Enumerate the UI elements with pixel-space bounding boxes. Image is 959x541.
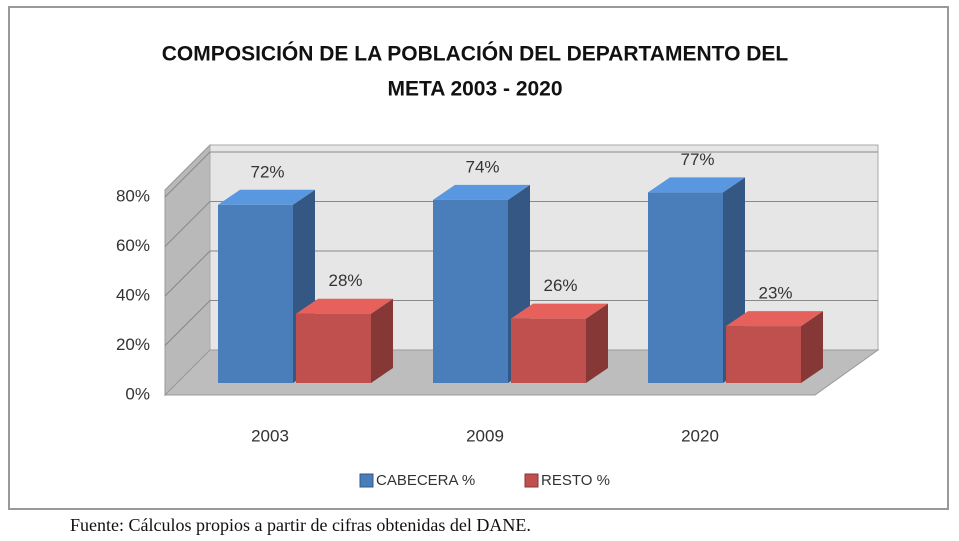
data-label: 26% [543,276,577,295]
bar [726,326,801,383]
bar-side [586,303,608,383]
legend-label: RESTO % [541,472,610,489]
bar [296,313,371,383]
data-label: 77% [680,150,714,169]
y-tick-label: 60% [116,236,150,255]
data-label: 72% [250,162,284,181]
bar-top [648,177,745,193]
legend-swatch [524,473,539,488]
data-label: 23% [758,284,792,303]
bar [433,199,508,383]
source-note: Fuente: Cálculos propios a partir de cif… [70,515,531,535]
bar-top [296,298,393,314]
chart-title: COMPOSICIÓN DE LA POBLACIÓN DEL DEPARTAM… [162,42,789,66]
bar-top [511,303,608,319]
bar [648,192,723,383]
y-tick-label: 40% [116,285,150,304]
chart-title: META 2003 - 2020 [387,78,562,101]
bar [511,318,586,383]
grid-line [164,151,878,198]
x-tick-label: 2003 [251,426,289,445]
bar-top [218,189,315,205]
bar-side [371,298,393,383]
y-tick-label: 0% [125,384,150,403]
y-tick-label: 20% [116,335,150,354]
x-tick-label: 2009 [466,426,504,445]
x-tick-label: 2020 [681,426,719,445]
bar-top [433,184,530,200]
data-label: 74% [465,157,499,176]
legend-swatch [359,473,374,488]
legend-label: CABECERA % [376,472,475,489]
y-tick-label: 80% [116,186,150,205]
bar-top [726,311,823,327]
bar [218,204,293,383]
bar-side [801,311,823,383]
data-label: 28% [328,271,362,290]
